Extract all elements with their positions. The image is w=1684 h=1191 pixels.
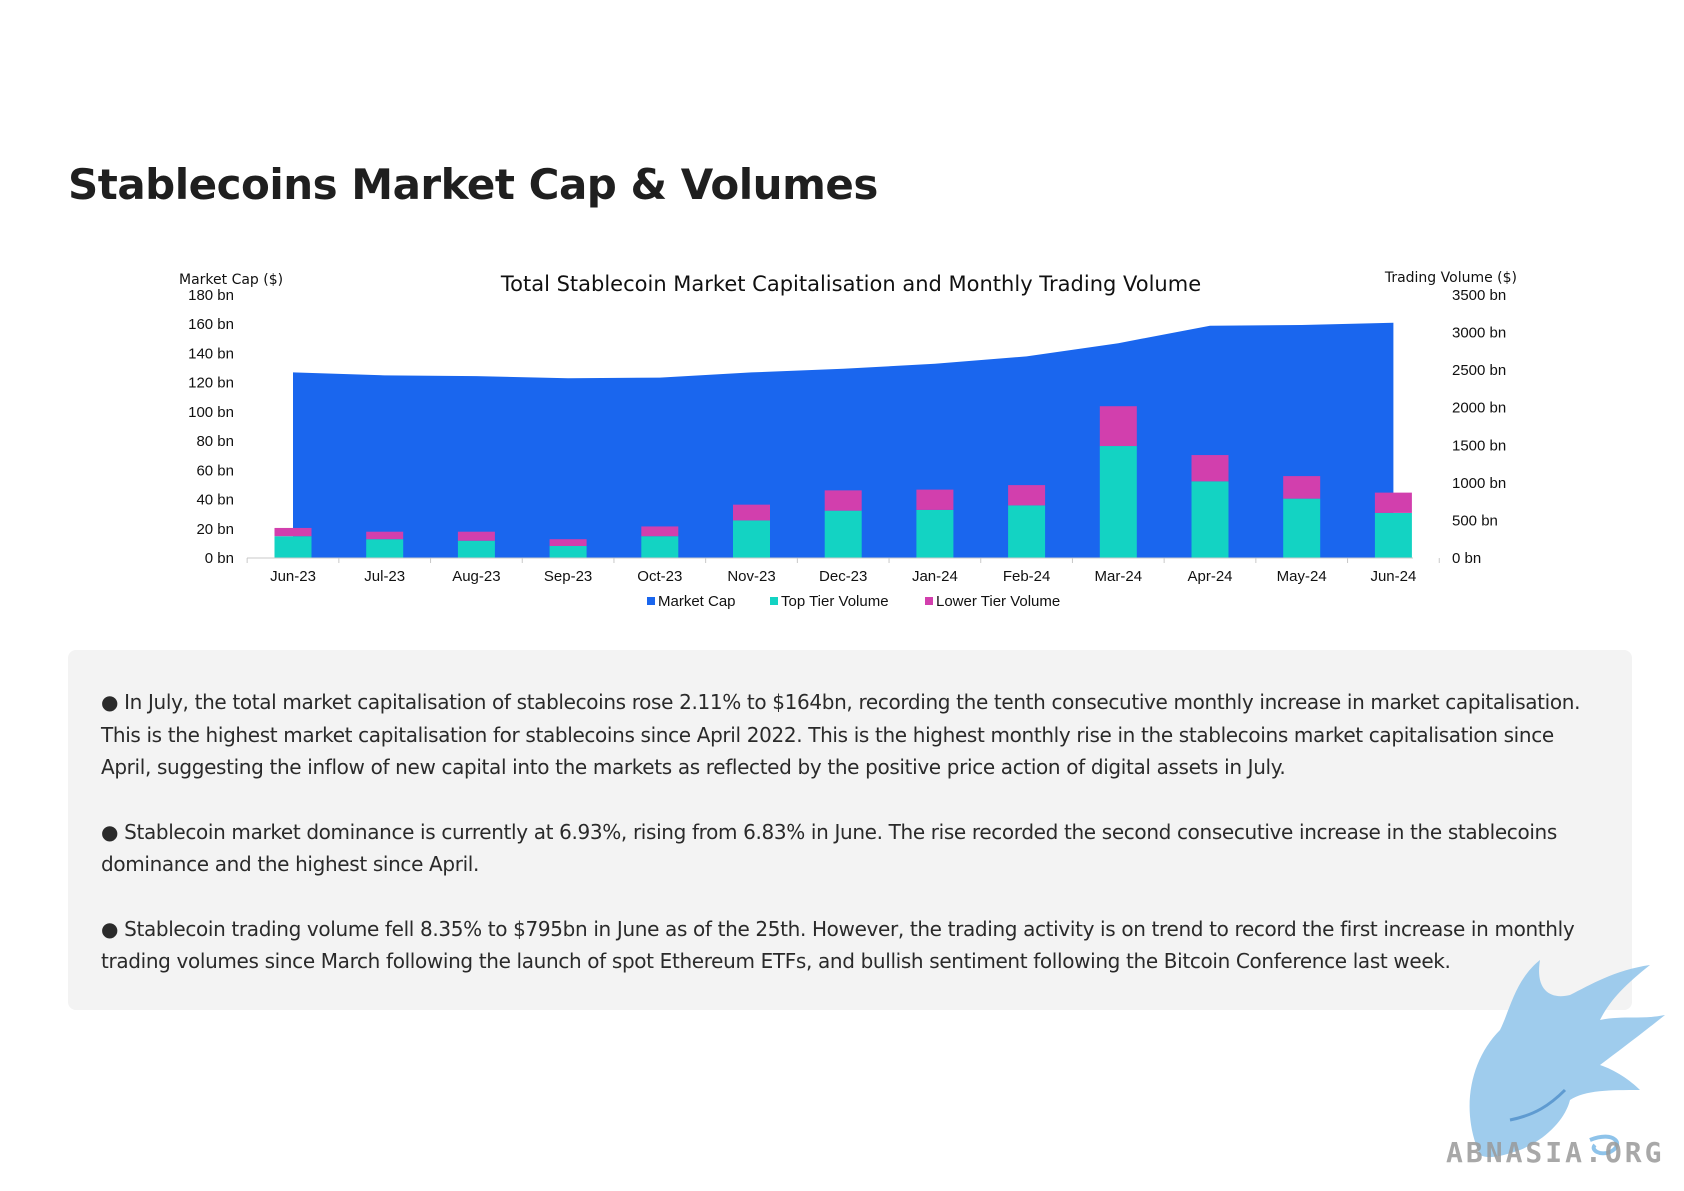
x-tick-label: Dec-23	[819, 568, 867, 585]
left-axis-label: Market Cap ($)	[179, 272, 283, 288]
lower-tier-volume-bar	[641, 526, 679, 537]
commentary-paragraph: ● Stablecoin market dominance is current…	[101, 819, 1557, 877]
legend-label: Lower Tier Volume	[936, 593, 1060, 610]
legend-label: Market Cap	[658, 593, 736, 610]
lower-tier-volume-bar	[549, 539, 587, 546]
top-tier-volume-bar	[274, 536, 312, 558]
x-tick-label: Feb-24	[1003, 568, 1051, 585]
right-axis-tick-label: 2500 bn	[1452, 362, 1506, 379]
commentary-box: ● In July, the total market capitalisati…	[68, 650, 1632, 1010]
top-tier-volume-bar	[916, 509, 954, 558]
lower-tier-volume-bar	[274, 527, 312, 537]
right-axis-tick-label: 3000 bn	[1452, 325, 1506, 342]
lower-tier-volume-bar	[824, 490, 862, 511]
x-tick-label: May-24	[1277, 568, 1327, 585]
commentary-paragraph: ● In July, the total market capitalisati…	[101, 690, 1581, 779]
top-tier-volume-bar	[824, 510, 862, 558]
x-tick-label: Apr-24	[1187, 568, 1232, 585]
top-tier-volume-bar	[1283, 498, 1321, 558]
x-tick-label: Sep-23	[544, 568, 592, 585]
legend-swatch	[647, 597, 655, 605]
top-tier-volume-bar	[549, 545, 587, 558]
top-tier-volume-bar	[457, 540, 495, 558]
top-tier-volume-bar	[1099, 446, 1137, 558]
watermark-text: ABNASIA.ORG	[1446, 1136, 1665, 1169]
right-axis-tick-label: 3500 bn	[1452, 287, 1506, 304]
x-tick-label: Mar-24	[1095, 568, 1143, 585]
lower-tier-volume-bar	[1283, 476, 1321, 499]
left-axis-tick-label: 100 bn	[188, 404, 234, 421]
left-axis-tick-label: 60 bn	[196, 462, 234, 479]
legend-swatch	[925, 597, 933, 605]
left-axis-tick-label: 40 bn	[196, 492, 234, 509]
x-tick-label: Jan-24	[912, 568, 958, 585]
x-tick-label: Jun-24	[1370, 568, 1416, 585]
chart-title: Total Stablecoin Market Capitalisation a…	[500, 272, 1201, 296]
top-tier-volume-bar	[1374, 512, 1412, 558]
griffin-logo-icon	[1469, 960, 1665, 1158]
x-tick-label: Jul-23	[364, 568, 405, 585]
right-axis-tick-label: 1000 bn	[1452, 475, 1506, 492]
top-tier-volume-bar	[1191, 481, 1229, 558]
top-tier-volume-bar	[641, 536, 679, 558]
left-axis-tick-label: 20 bn	[196, 521, 234, 538]
left-axis-tick-label: 0 bn	[205, 550, 234, 567]
left-axis-tick-label: 80 bn	[196, 433, 234, 450]
right-axis-tick-label: 1500 bn	[1452, 437, 1506, 454]
x-tick-label: Jun-23	[270, 568, 316, 585]
legend-swatch	[770, 597, 778, 605]
right-axis-tick-label: 0 bn	[1452, 550, 1481, 567]
lower-tier-volume-bar	[1008, 485, 1046, 506]
x-tick-label: Nov-23	[727, 568, 775, 585]
top-tier-volume-bar	[366, 539, 404, 558]
lower-tier-volume-bar	[916, 489, 954, 510]
page-title: Stablecoins Market Cap & Volumes	[68, 160, 878, 209]
left-axis-tick-label: 140 bn	[188, 345, 234, 362]
x-tick-label: Oct-23	[637, 568, 682, 585]
left-axis-tick-label: 120 bn	[188, 375, 234, 392]
x-tick-label: Aug-23	[452, 568, 500, 585]
legend-label: Top Tier Volume	[781, 593, 889, 610]
lower-tier-volume-bar	[1374, 492, 1412, 513]
market-cap-volume-chart: Total Stablecoin Market Capitalisation a…	[179, 270, 1517, 610]
lower-tier-volume-bar	[457, 531, 495, 541]
right-axis-label: Trading Volume ($)	[1384, 270, 1517, 286]
left-axis-tick-label: 180 bn	[188, 287, 234, 304]
top-tier-volume-bar	[733, 520, 770, 558]
commentary-paragraph: ● Stablecoin trading volume fell 8.35% t…	[101, 916, 1575, 974]
right-axis-tick-label: 500 bn	[1452, 512, 1498, 529]
top-tier-volume-bar	[1008, 505, 1046, 558]
lower-tier-volume-bar	[366, 531, 404, 540]
lower-tier-volume-bar	[1099, 406, 1137, 447]
lower-tier-volume-bar	[733, 504, 770, 521]
right-axis-tick-label: 2000 bn	[1452, 400, 1506, 417]
lower-tier-volume-bar	[1191, 455, 1229, 482]
left-axis-tick-label: 160 bn	[188, 316, 234, 333]
